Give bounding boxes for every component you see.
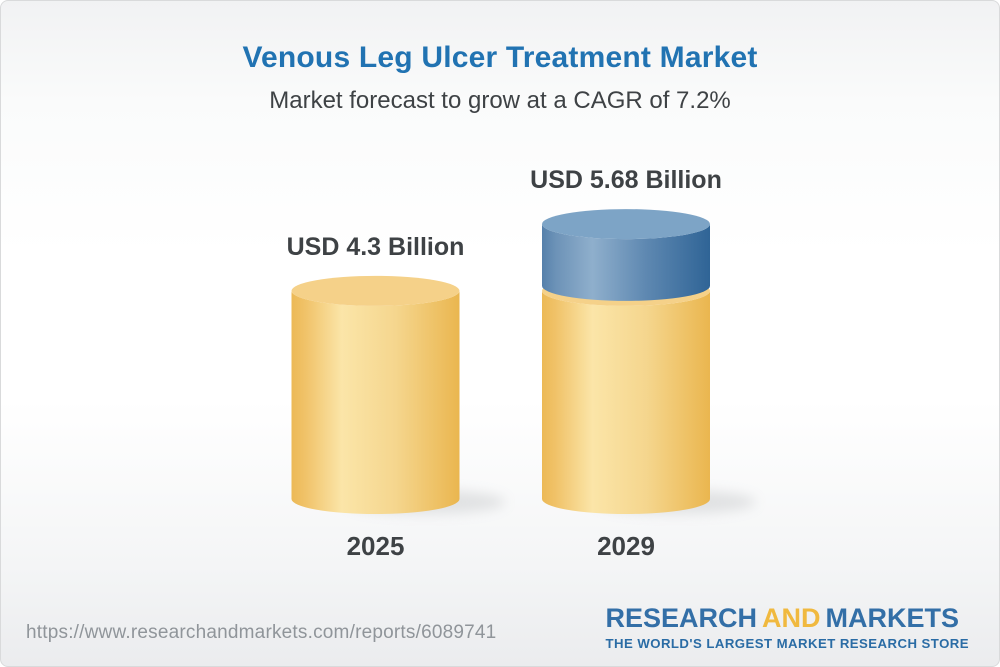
logo-wordmark: RESEARCH AND MARKETS [606, 605, 970, 632]
logo-tagline: THE WORLD'S LARGEST MARKET RESEARCH STOR… [605, 636, 969, 651]
logo-word-research: RESEARCH [605, 603, 758, 633]
research-and-markets-logo: RESEARCH AND MARKETS THE WORLD'S LARGEST M… [605, 605, 970, 652]
bar-2029-segment-gold [542, 290, 710, 514]
chart-subtitle: Market forecast to grow at a CAGR of 7.2… [269, 87, 731, 114]
logo-word-and: AND [762, 603, 821, 633]
bar-2025-segment-gold [291, 290, 460, 514]
logo-word-markets: MARKETS [825, 603, 960, 633]
bar-2029-top-blue [542, 209, 710, 240]
bar-2029-segment-blue [542, 224, 710, 301]
chart-title: Venous Leg Ulcer Treatment Market [242, 41, 758, 74]
bar-2025-top-gold [291, 275, 460, 306]
report-url: https://www.researchandmarkets.com/repor… [26, 622, 497, 643]
